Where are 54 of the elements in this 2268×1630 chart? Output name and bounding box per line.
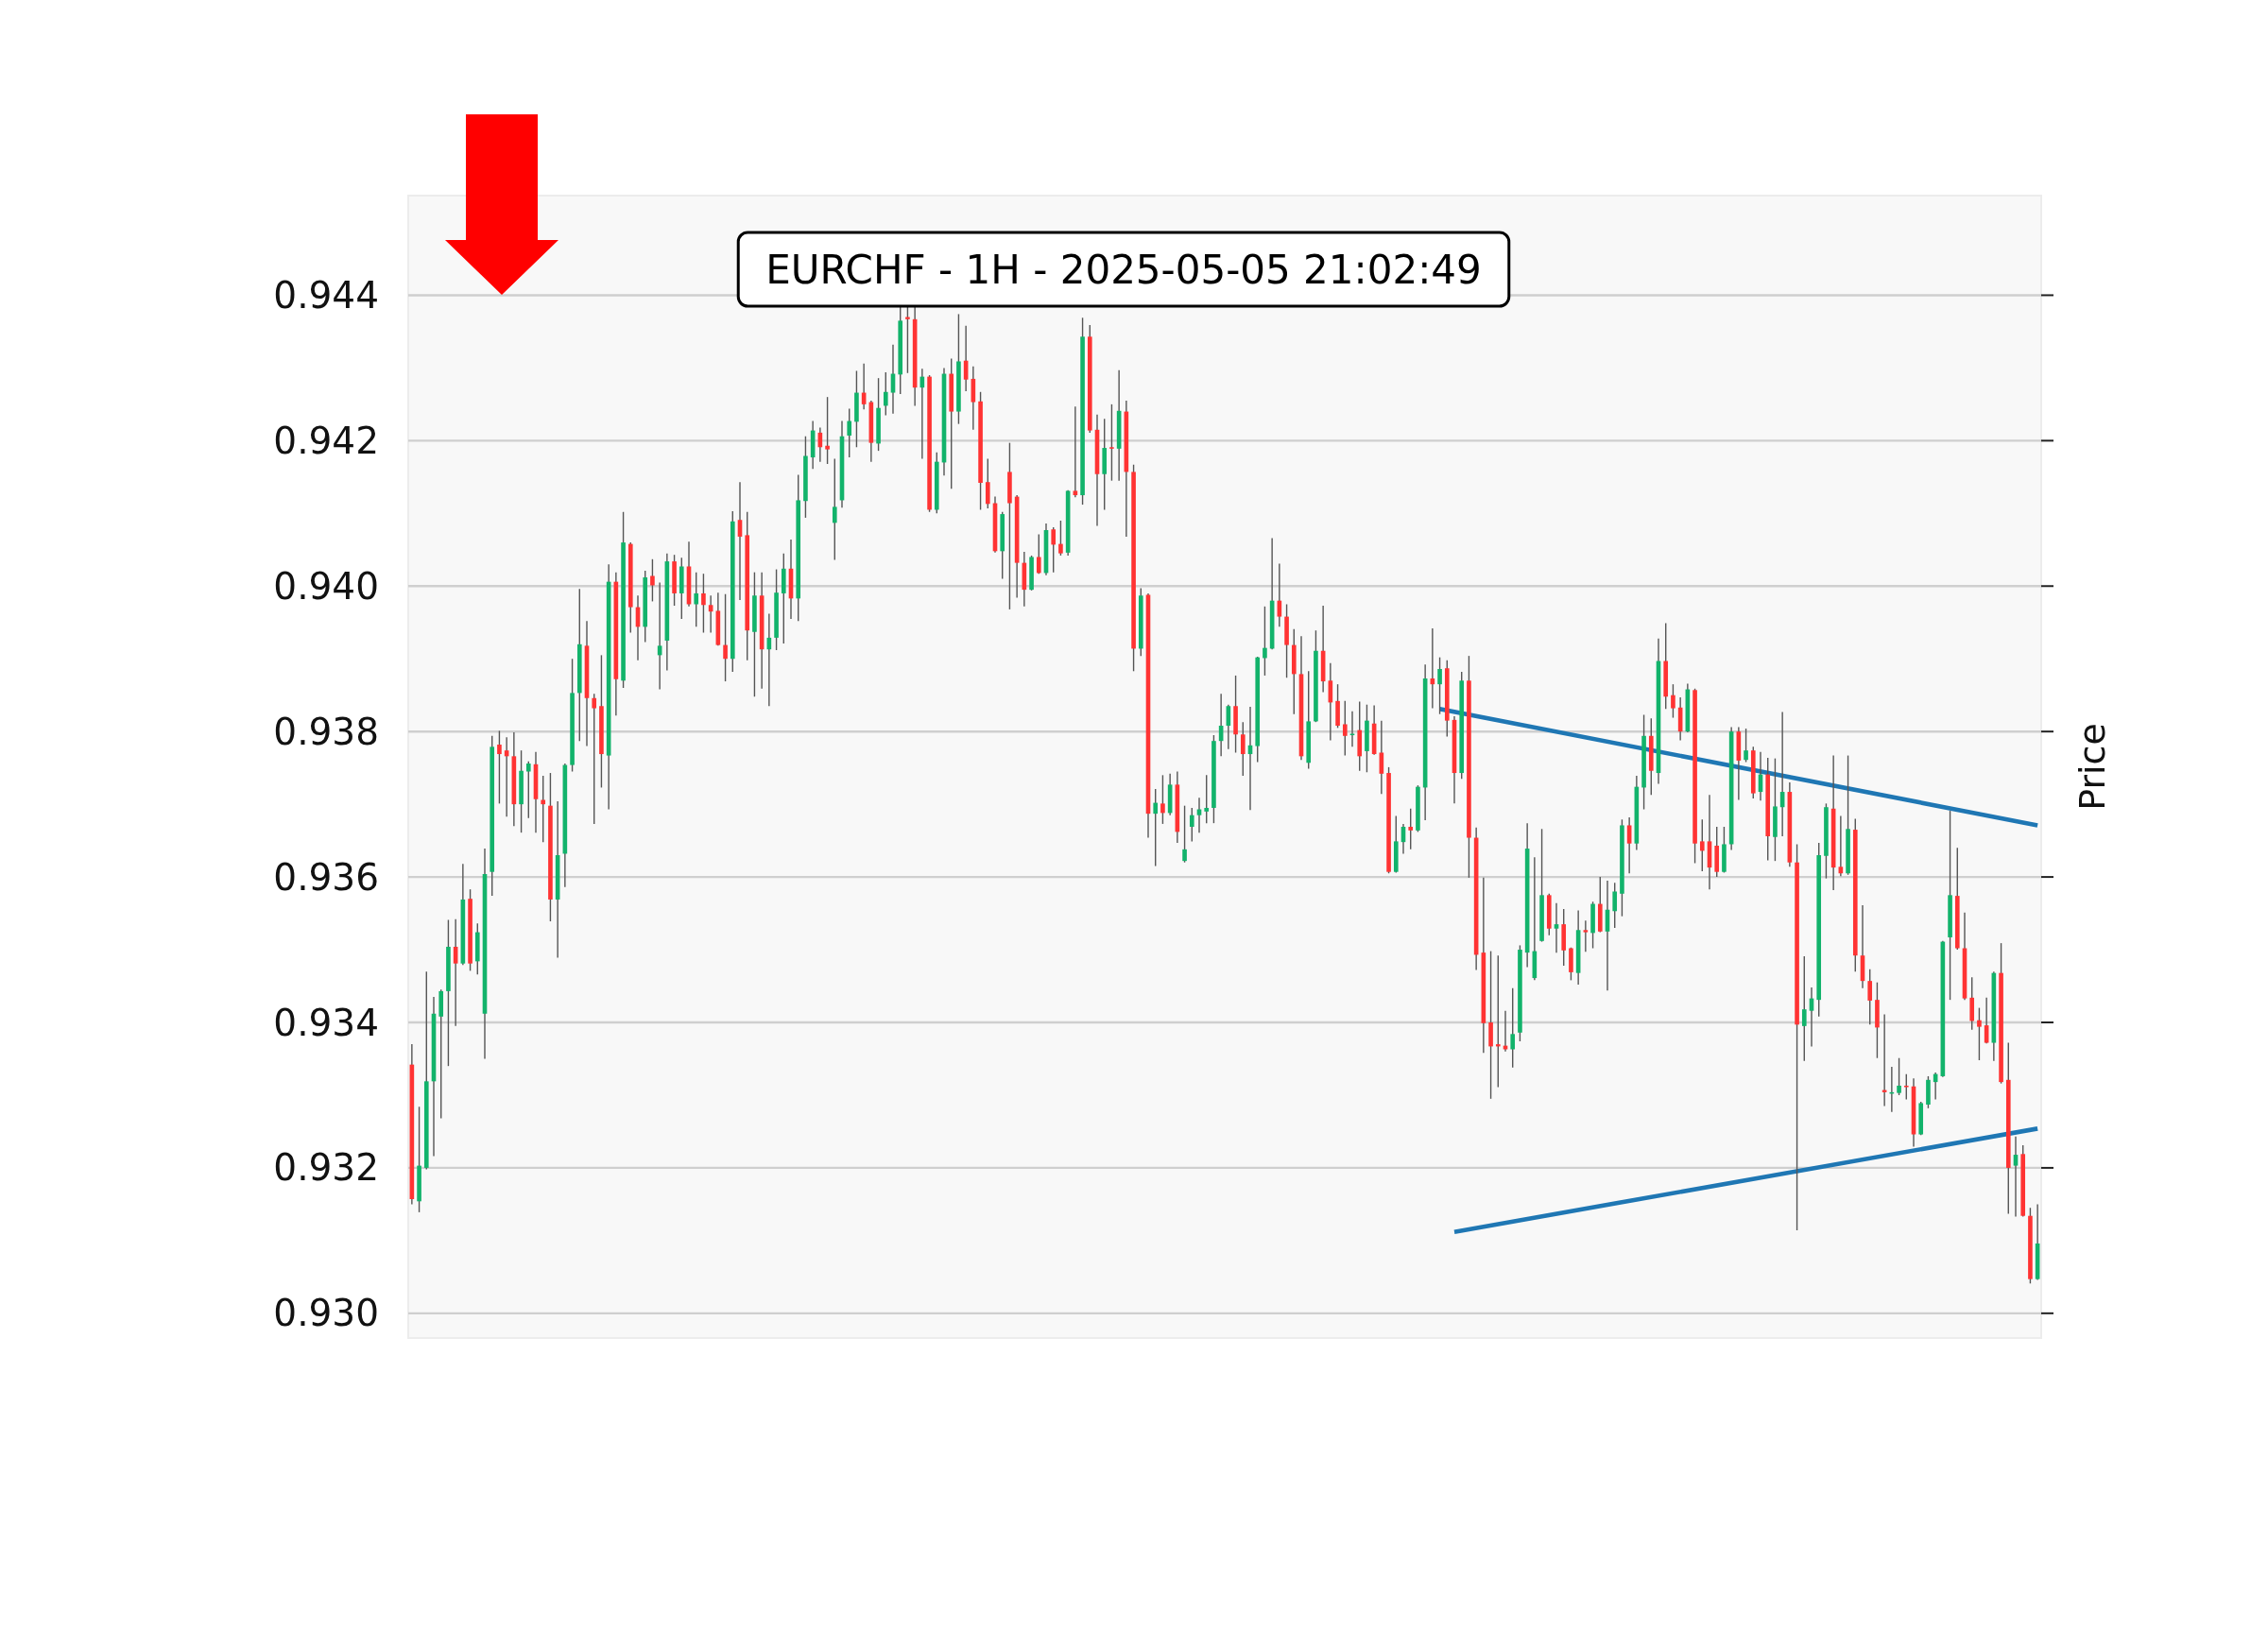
candlestick xyxy=(1510,987,1516,1069)
candlestick xyxy=(1036,533,1041,575)
candlestick xyxy=(541,775,546,843)
candlestick xyxy=(1263,606,1267,677)
candlestick xyxy=(985,457,990,509)
candlestick xyxy=(832,457,837,561)
candlestick xyxy=(1897,1057,1901,1096)
candlestick xyxy=(525,761,531,819)
candlestick xyxy=(1583,919,1589,953)
candlestick xyxy=(1554,902,1559,953)
y-tick-label: 0.934 xyxy=(273,1001,379,1044)
candlestick xyxy=(1744,728,1748,764)
candlestick xyxy=(1626,816,1632,874)
candlestick xyxy=(1051,526,1057,574)
candlestick xyxy=(883,371,888,417)
candlestick xyxy=(1801,955,1807,1062)
y-tick-label: 0.936 xyxy=(273,855,379,899)
y-tick-label: 0.938 xyxy=(273,710,379,753)
y-tick-label: 0.940 xyxy=(273,564,379,608)
candlestick xyxy=(1109,403,1114,482)
candlestick xyxy=(825,396,830,465)
candlestick xyxy=(1408,808,1414,850)
candlestick xyxy=(1671,683,1675,719)
text: EURCHF - 1H - 2025-05-05 21:02:49 xyxy=(765,246,1482,293)
candlestick xyxy=(1153,788,1159,867)
y-tick-label: 0.932 xyxy=(273,1146,379,1190)
candlestick xyxy=(2013,1136,2019,1218)
candlestick xyxy=(1204,774,1210,824)
y-tick-label: 0.930 xyxy=(273,1292,379,1335)
candlestick xyxy=(1495,954,1501,1089)
y-axis-title: Price xyxy=(2071,723,2113,811)
candlestick xyxy=(723,593,728,682)
candlestick xyxy=(1342,700,1348,757)
candlestick xyxy=(1058,520,1063,557)
y-tick-label: 0.944 xyxy=(273,273,379,317)
candlestick xyxy=(497,729,502,805)
candlestick xyxy=(1073,405,1078,499)
candlestick xyxy=(1189,807,1194,843)
candlestick xyxy=(1240,721,1246,777)
candlestick xyxy=(701,573,706,634)
candlestick xyxy=(592,693,597,825)
candlestick xyxy=(1437,656,1442,715)
candlestick xyxy=(1867,969,1873,1026)
y-tick-label: 0.942 xyxy=(273,419,379,462)
candlestick xyxy=(905,305,910,374)
candlestick xyxy=(650,558,655,603)
candlestick xyxy=(694,571,699,628)
candlestick xyxy=(1182,804,1187,864)
candlestick xyxy=(847,407,852,458)
candlestick xyxy=(1699,818,1705,872)
candlestick xyxy=(1160,774,1165,825)
candlestick xyxy=(1612,882,1618,929)
candlestick xyxy=(1349,710,1355,748)
candlestick xyxy=(1977,1006,1982,1061)
